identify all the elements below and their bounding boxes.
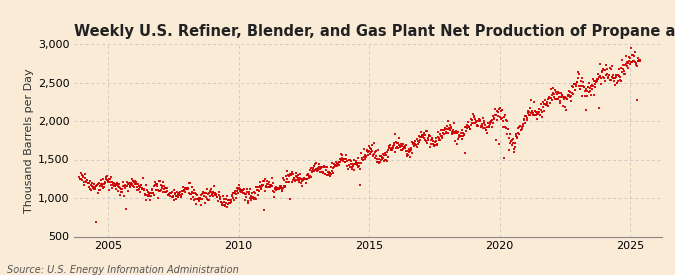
Text: Source: U.S. Energy Information Administration: Source: U.S. Energy Information Administ… xyxy=(7,265,238,275)
Y-axis label: Thousand Barrels per Day: Thousand Barrels per Day xyxy=(24,68,34,213)
Text: Weekly U.S. Refiner, Blender, and Gas Plant Net Production of Propane and Propyl: Weekly U.S. Refiner, Blender, and Gas Pl… xyxy=(74,24,675,39)
